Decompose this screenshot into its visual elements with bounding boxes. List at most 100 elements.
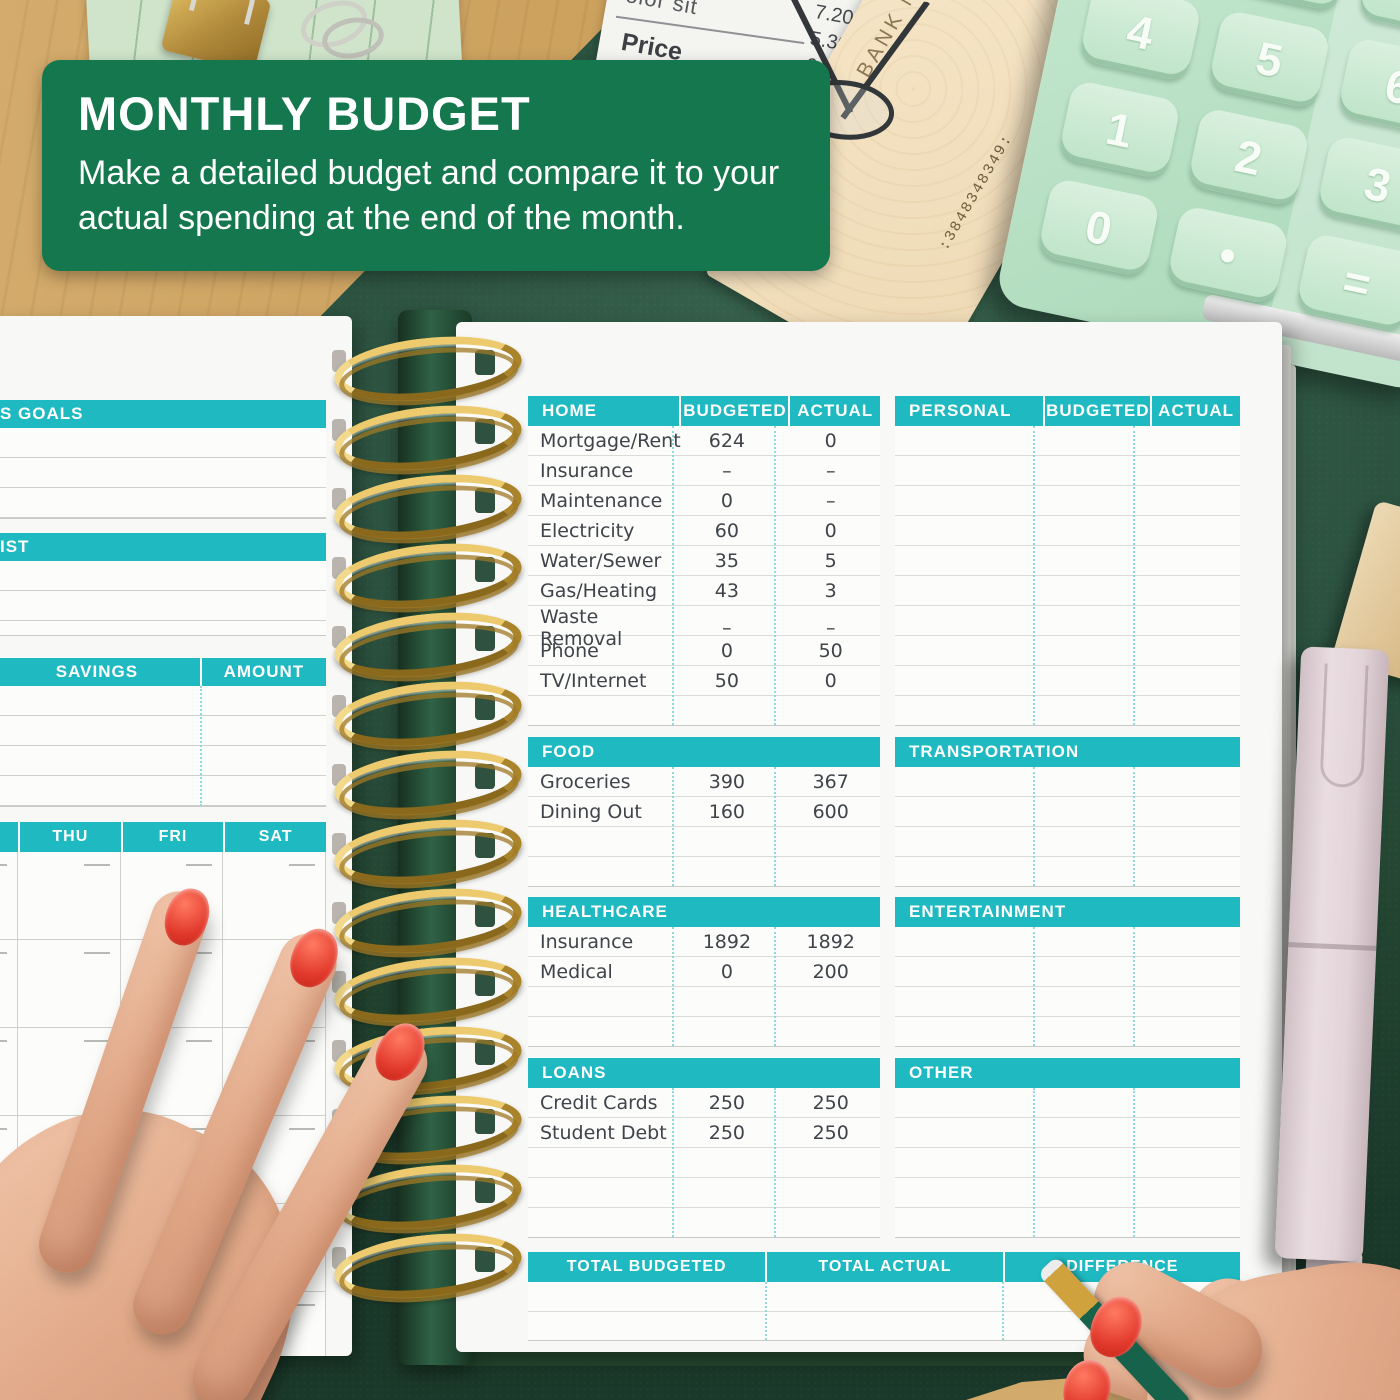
- row-actual: –: [825, 490, 836, 512]
- table-row: Dining Out 160 600: [528, 797, 880, 827]
- row-actual: 50: [818, 640, 843, 662]
- row-budgeted: 60: [714, 520, 739, 542]
- calculator-key: 6: [1336, 36, 1400, 138]
- transportation-table-body: [895, 767, 1240, 887]
- column-separator: [1133, 767, 1136, 886]
- table-row: Phone 0 50: [528, 636, 880, 666]
- row-budgeted: 160: [708, 801, 745, 823]
- column-separator: [1033, 426, 1035, 725]
- row-actual: –: [825, 617, 836, 639]
- calculator-key: 9: [1357, 0, 1400, 40]
- totals-header: TOTAL BUDGETED TOTAL ACTUAL DIFFERENCE: [528, 1252, 1240, 1282]
- calculator-key: [1228, 0, 1353, 13]
- row-label: Water/Sewer: [540, 550, 662, 572]
- column-separator: [1033, 927, 1035, 1046]
- table-row: Credit Cards 250 250: [528, 1088, 880, 1118]
- column-separator: [1133, 927, 1136, 1046]
- row-actual: 0: [824, 520, 837, 542]
- row-budgeted: 50: [714, 670, 739, 692]
- row-label: TV/Internet: [540, 670, 647, 692]
- savings-table-header: SAVINGS AMOUNT: [0, 658, 326, 686]
- calendar-day-sat: SAT: [223, 822, 326, 852]
- row-label: Gas/Heating: [540, 580, 658, 602]
- row-budgeted: 624: [708, 430, 745, 452]
- row-budgeted: 250: [708, 1092, 745, 1114]
- table-row: Groceries 390 367: [528, 767, 880, 797]
- row-actual: 600: [812, 801, 849, 823]
- loans-rows: Credit Cards 250 250 Student Debt 250 25…: [528, 1088, 880, 1237]
- calendar-partial-cell: [0, 822, 18, 852]
- other-title: OTHER: [909, 1063, 974, 1082]
- total-budgeted-label: TOTAL BUDGETED: [566, 1258, 727, 1275]
- food-table-header: FOOD: [528, 737, 880, 767]
- column-separator: [672, 767, 675, 886]
- row-label: Phone: [540, 640, 599, 662]
- overlay-banner: MONTHLY BUDGET Make a detailed budget an…: [42, 60, 830, 271]
- row-actual: 0: [824, 430, 837, 452]
- row-actual: 5: [824, 550, 837, 572]
- goals-section-header: S GOALS: [0, 400, 326, 428]
- row-actual: 367: [812, 771, 849, 793]
- row-label: Waste Removal: [540, 606, 623, 650]
- row-budgeted: 390: [708, 771, 745, 793]
- personal-table-header: PERSONAL BUDGETED ACTUAL: [895, 396, 1240, 426]
- calculator-key: 1: [1057, 79, 1182, 181]
- goals-label: S GOALS: [0, 404, 84, 423]
- row-actual: 250: [812, 1092, 849, 1114]
- column-separator: [774, 426, 777, 725]
- receipt-text: olor sit: [623, 0, 700, 20]
- calendar-cell: [0, 852, 18, 940]
- column-separator: [199, 686, 202, 806]
- table-row: Insurance – –: [528, 456, 880, 486]
- row-label: Mortgage/Rent: [540, 430, 681, 452]
- row-label: Electricity: [540, 520, 635, 542]
- row-budgeted: 1892: [702, 931, 752, 953]
- table-row: Water/Sewer 35 5: [528, 546, 880, 576]
- home-table-body: Mortgage/Rent 624 0 Insurance – – Mainte…: [528, 426, 880, 726]
- list-lines: [0, 561, 326, 636]
- table-row: Electricity 60 0: [528, 516, 880, 546]
- banner-title: MONTHLY BUDGET: [78, 87, 531, 140]
- food-title: FOOD: [542, 742, 596, 761]
- home-rows: Mortgage/Rent 624 0 Insurance – – Mainte…: [528, 426, 880, 725]
- table-row: Mortgage/Rent 624 0: [528, 426, 880, 456]
- row-actual: 250: [812, 1122, 849, 1144]
- column-separator: [774, 1088, 777, 1237]
- column-separator: [1033, 767, 1035, 886]
- savings-col-label: SAVINGS: [55, 662, 139, 681]
- column-separator: [774, 927, 777, 1046]
- healthcare-title: HEALTHCARE: [542, 902, 668, 921]
- column-separator: [1033, 1088, 1035, 1237]
- row-label: Dining Out: [540, 801, 642, 823]
- page-stack-edge: [1282, 345, 1291, 1335]
- total-actual-label: TOTAL ACTUAL: [765, 1252, 1002, 1282]
- column-separator: [774, 767, 777, 886]
- table-row: Student Debt 250 250: [528, 1118, 880, 1148]
- row-budgeted: 0: [720, 961, 733, 983]
- row-actual: 200: [812, 961, 849, 983]
- table-row: Waste Removal – –: [528, 606, 880, 650]
- check-number: :3848348349:: [935, 130, 1017, 254]
- table-row: Medical 0 200: [528, 957, 880, 987]
- calendar-cell: [0, 940, 18, 1028]
- calendar-cell: [223, 852, 326, 940]
- actual-col-label: ACTUAL: [788, 396, 880, 426]
- row-label: Credit Cards: [540, 1092, 658, 1114]
- healthcare-table-body: Insurance 1892 1892 Medical 0 200: [528, 927, 880, 1047]
- calendar-day-thu: THU: [18, 822, 121, 852]
- list-section-header: IST: [0, 533, 326, 561]
- table-row: Gas/Heating 43 3: [528, 576, 880, 606]
- budgeted-col-label: BUDGETED: [679, 396, 788, 426]
- table-row: Insurance 1892 1892: [528, 927, 880, 957]
- row-label: Insurance: [540, 931, 634, 953]
- calendar-cell: [18, 940, 121, 1028]
- healthcare-table-header: HEALTHCARE: [528, 897, 880, 927]
- column-separator: [765, 1282, 768, 1340]
- amount-col-label: AMOUNT: [199, 658, 326, 686]
- entertainment-table-body: [895, 927, 1240, 1047]
- row-budgeted: 0: [720, 490, 733, 512]
- row-actual: –: [825, 460, 836, 482]
- calculator-key: 2: [1186, 106, 1311, 208]
- calculator-key: 3: [1315, 134, 1400, 236]
- column-separator: [1133, 426, 1136, 725]
